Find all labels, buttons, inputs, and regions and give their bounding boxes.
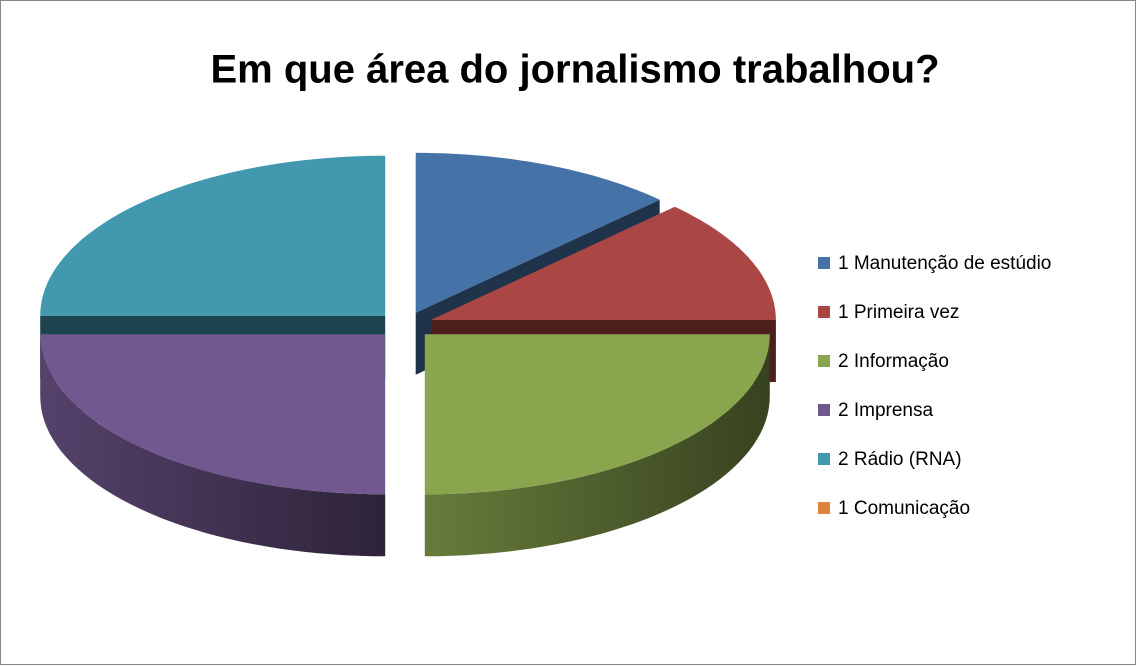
slice-top	[40, 155, 386, 316]
slice-side	[424, 334, 770, 557]
slice-top	[40, 334, 386, 495]
legend-swatch	[818, 306, 830, 318]
pie-slice	[424, 334, 770, 557]
legend-swatch	[818, 453, 830, 465]
legend-label: 1 Primeira vez	[838, 302, 959, 323]
legend-swatch	[818, 355, 830, 367]
legend-swatch	[818, 502, 830, 514]
pie	[40, 152, 776, 557]
legend-label: 2 Informação	[838, 351, 949, 372]
legend-label: 2 Imprensa	[838, 400, 933, 421]
legend: 1 Manutenção de estúdio 1 Primeira vez 2 I…	[818, 253, 1051, 519]
pie-slice	[40, 334, 386, 557]
chart-title: Em que área do jornalismo trabalhou?	[210, 48, 939, 92]
slice-top	[424, 334, 770, 495]
legend-label: 1 Comunicação	[838, 498, 970, 519]
legend-label: 2 Rádio (RNA)	[838, 449, 962, 470]
slice-side	[40, 334, 386, 557]
slice-top	[415, 152, 660, 313]
legend-label: 1 Manutenção de estúdio	[838, 253, 1051, 274]
legend-swatch	[818, 257, 830, 269]
slice-top	[430, 206, 776, 320]
legend-swatch	[818, 404, 830, 416]
